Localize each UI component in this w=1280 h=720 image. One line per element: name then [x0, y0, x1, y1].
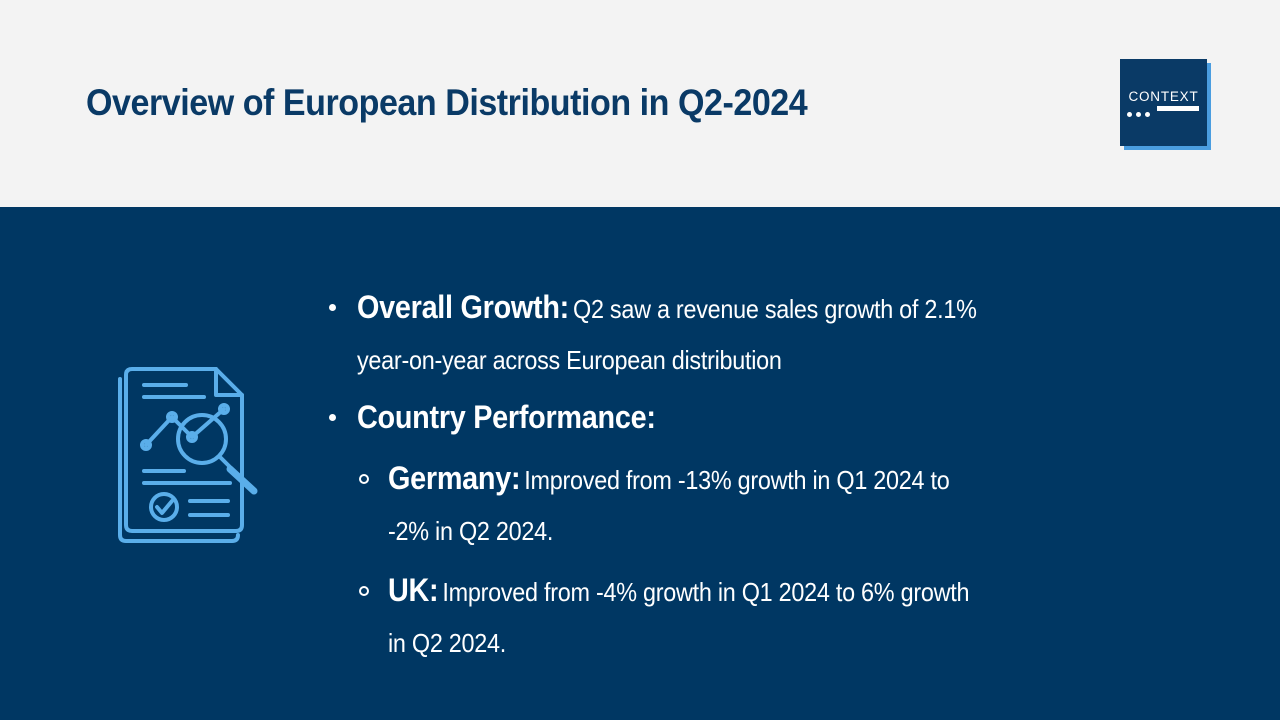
logo-text: CONTEXT [1128, 89, 1199, 104]
bullet-label: Country Performance: [357, 399, 656, 435]
sub-bullet-uk: UK: Improved from -4% growth in Q1 2024 … [325, 567, 1085, 671]
content-panel [0, 207, 1280, 720]
header-band: Overview of European Distribution in Q2-… [0, 0, 1280, 207]
bullet-list: Overall Growth: Q2 saw a revenue sales g… [325, 284, 1085, 671]
context-logo: CONTEXT [1120, 59, 1207, 146]
page-title: Overview of European Distribution in Q2-… [86, 82, 808, 123]
sub-bullet-ring [359, 586, 369, 596]
sub-bullet-ring [359, 474, 369, 484]
logo-bar [1157, 106, 1199, 111]
sub-bullet-text: Improved from -13% growth in Q1 2024 to [524, 465, 950, 495]
bullet-label: Overall Growth: [357, 289, 570, 325]
bullet-dot [329, 414, 336, 421]
bullet-text: Q2 saw a revenue sales growth of 2.1% [573, 294, 977, 324]
bullet-dot [329, 304, 336, 311]
report-analysis-icon [118, 367, 258, 543]
bullet-text: year-on-year across European distributio… [357, 345, 782, 375]
bullet-country-performance: Country Performance: [325, 394, 1085, 447]
sub-bullet-text: in Q2 2024. [388, 628, 507, 658]
logo-dots [1127, 106, 1154, 124]
sub-bullet-germany: Germany: Improved from -13% growth in Q1… [325, 455, 1085, 559]
sub-bullet-label: UK: [388, 572, 439, 608]
sub-bullet-label: Germany: [388, 460, 521, 496]
sub-bullet-text: Improved from -4% growth in Q1 2024 to 6… [442, 577, 970, 607]
bullet-overall-growth: Overall Growth: Q2 saw a revenue sales g… [325, 284, 1085, 388]
sub-bullet-text: -2% in Q2 2024. [388, 516, 554, 546]
